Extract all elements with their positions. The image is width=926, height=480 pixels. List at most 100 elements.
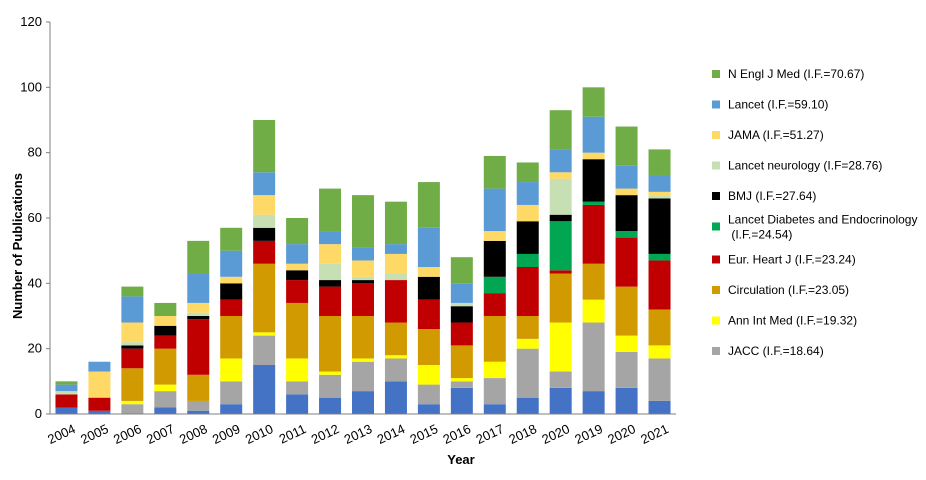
bar-segment (483, 378, 506, 405)
legend-swatch (712, 286, 720, 294)
bar-segment (549, 322, 572, 372)
bar-segment (154, 407, 177, 414)
bar-segment (516, 162, 539, 183)
bar-segment (384, 244, 407, 254)
bar-segment (253, 195, 276, 215)
bar-segment (582, 263, 605, 300)
bar-segment (55, 407, 78, 414)
legend-label: BMJ (I.F.=27.64) (728, 189, 816, 203)
bar-segment (450, 378, 473, 382)
bar-segment (648, 253, 671, 261)
bar-segment (483, 155, 506, 189)
bar-segment (187, 400, 210, 411)
bar-segment (384, 358, 407, 382)
legend-swatch (712, 161, 720, 170)
bar-segment (615, 126, 638, 166)
bar-segment (516, 182, 539, 205)
bar-segment (286, 394, 309, 414)
bar-segment (582, 204, 605, 264)
bar-segment (187, 410, 210, 414)
bar-segment (516, 221, 539, 254)
bar-segment (319, 286, 342, 316)
bar-segment (187, 302, 210, 313)
bar-segment (319, 280, 342, 287)
bar-segment (253, 240, 276, 264)
bar-segment (648, 149, 671, 176)
bar-segment (220, 276, 243, 284)
y-tick-label: 100 (20, 79, 42, 94)
bar-segment (450, 302, 473, 307)
bar-segment (55, 381, 78, 385)
bar-segment (352, 391, 374, 414)
x-axis-title: Year (447, 452, 474, 467)
bar-segment (582, 116, 605, 153)
bar-segment (615, 188, 638, 196)
bar-segment (483, 361, 506, 379)
bar-segment (582, 299, 605, 323)
bar-segment (516, 338, 539, 349)
bar-segment (417, 182, 440, 228)
bar-segment (648, 400, 671, 414)
bar-segment (55, 391, 78, 395)
bar-segment (319, 316, 342, 372)
legend-label: N Engl J Med (I.F.=70.67) (728, 67, 864, 81)
bar-segment (352, 316, 374, 359)
bar-segment (549, 172, 572, 179)
bar-segment (352, 195, 374, 248)
legend-swatch (712, 192, 720, 200)
bar-segment (549, 270, 572, 274)
bar-segment (615, 335, 638, 352)
bar-segment (417, 227, 440, 267)
y-tick-label: 80 (28, 145, 42, 160)
bar-segment (352, 283, 374, 316)
bar-segment (615, 286, 638, 336)
legend-label: Eur. Heart J (I.F.=23.24) (728, 253, 856, 267)
bar-segment (417, 267, 440, 277)
bar-segment (121, 322, 144, 343)
bar-segment (549, 214, 572, 222)
bar-segment (121, 404, 144, 414)
bar-segment (582, 87, 605, 117)
bar-segment (384, 273, 407, 281)
bar-segment (220, 358, 243, 382)
y-tick-label: 20 (28, 341, 42, 356)
bar-segment (121, 286, 144, 297)
bar-segment (286, 358, 309, 382)
bar-segment (253, 332, 276, 336)
bar-segment (286, 263, 309, 271)
y-tick-label: 0 (35, 406, 42, 421)
bar-segment (384, 280, 407, 323)
bar-segment (549, 371, 572, 388)
bar-segment (417, 276, 440, 300)
bar-segment (450, 322, 473, 346)
bar-segment (417, 365, 440, 385)
bar-segment (648, 345, 671, 359)
y-tick-label: 40 (28, 275, 42, 290)
bar-segment (450, 306, 473, 323)
bar-segment (187, 319, 210, 375)
bar-segment (286, 218, 309, 245)
bar-segment (648, 309, 671, 346)
legend-swatch (712, 222, 720, 231)
bar-segment (154, 316, 177, 326)
bar-segment (648, 191, 671, 196)
y-tick-label: 60 (28, 210, 42, 225)
bar-segment (549, 273, 572, 323)
bar-segment (154, 325, 177, 336)
bar-segment (417, 299, 440, 330)
bar-segment (319, 371, 342, 375)
bar-segment (319, 263, 342, 281)
bar-segment (582, 322, 605, 392)
bar-segment (516, 253, 539, 267)
bar-segment (384, 201, 407, 245)
bar-segment (582, 391, 605, 414)
bar-segment (154, 391, 177, 408)
bar-segment (121, 368, 144, 401)
bar-segment (384, 355, 407, 359)
bar-segment (121, 345, 144, 349)
bar-segment (352, 280, 374, 284)
bar-segment (220, 299, 243, 316)
bar-segment (615, 387, 638, 414)
bar-segment (648, 198, 671, 254)
